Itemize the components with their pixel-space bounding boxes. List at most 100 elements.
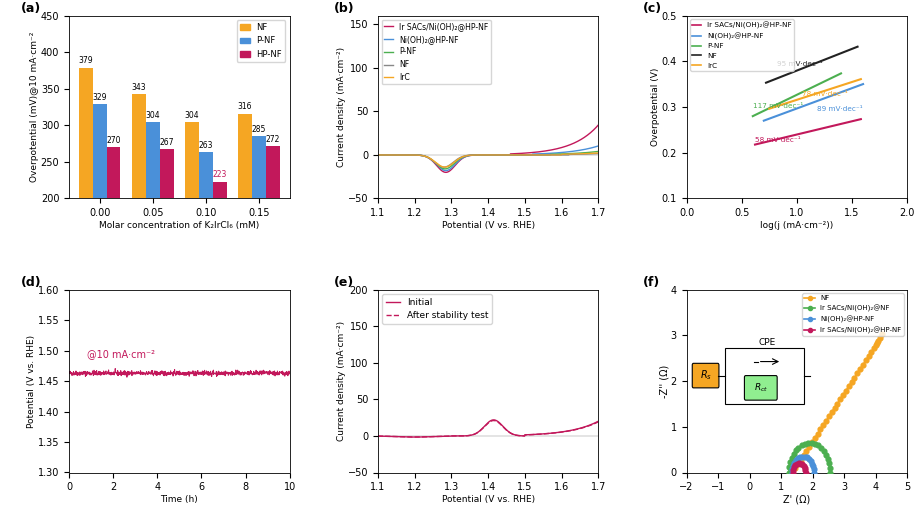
Point	[872, 334, 887, 342]
Text: 117 mV·dec⁻¹: 117 mV·dec⁻¹	[752, 103, 803, 109]
Point	[821, 455, 835, 463]
Point	[785, 454, 799, 462]
Text: 89 mV·dec⁻¹: 89 mV·dec⁻¹	[817, 106, 862, 112]
Initial	[479, 423, 490, 429]
Bar	[132, 94, 146, 344]
Point	[782, 463, 797, 471]
Point	[797, 461, 811, 470]
Point	[830, 400, 845, 408]
X-axis label: Time (h): Time (h)	[160, 495, 198, 504]
Text: (c): (c)	[643, 2, 661, 15]
Point	[803, 456, 818, 465]
Initial	[477, 425, 488, 431]
Text: 343: 343	[132, 83, 146, 92]
Text: 316: 316	[238, 102, 252, 111]
X-axis label: log(j (mA·cm⁻²)): log(j (mA·cm⁻²))	[760, 221, 834, 230]
Point	[798, 464, 812, 472]
Point	[793, 459, 808, 468]
Point	[791, 444, 806, 452]
Bar	[239, 114, 252, 344]
X-axis label: Molar concentration of K₂IrCl₆ (mM): Molar concentration of K₂IrCl₆ (mM)	[99, 221, 260, 230]
Point	[796, 451, 810, 459]
Bar	[146, 122, 159, 344]
Y-axis label: Current density (mA·cm⁻²): Current density (mA·cm⁻²)	[337, 321, 346, 441]
Point	[833, 395, 847, 403]
Point	[816, 421, 831, 429]
Text: @10 mA·cm⁻²: @10 mA·cm⁻²	[87, 349, 155, 359]
Point	[795, 460, 810, 468]
X-axis label: Potential (V vs. RHE): Potential (V vs. RHE)	[441, 495, 535, 504]
Text: (b): (b)	[333, 2, 355, 15]
Text: 267: 267	[159, 138, 174, 148]
Point	[856, 361, 870, 369]
Bar	[93, 104, 107, 344]
Point	[795, 440, 810, 449]
Point	[822, 459, 836, 467]
Point	[869, 341, 883, 350]
Point	[793, 455, 808, 464]
Point	[819, 450, 834, 459]
Point	[802, 443, 817, 451]
Point	[793, 453, 808, 461]
Point	[805, 459, 820, 468]
Point	[817, 447, 832, 456]
Point	[786, 468, 800, 477]
Point	[807, 468, 822, 477]
Point	[783, 458, 798, 466]
Point	[819, 417, 834, 425]
Point	[795, 453, 810, 461]
Bar	[199, 152, 213, 344]
Bar	[252, 136, 266, 344]
Point	[807, 465, 822, 474]
Point	[801, 439, 816, 447]
Text: 78 mV·dec⁻¹: 78 mV·dec⁻¹	[802, 91, 848, 97]
Y-axis label: Potential (V vs. RHE): Potential (V vs. RHE)	[28, 334, 36, 428]
Point	[845, 378, 859, 386]
Point	[808, 439, 822, 448]
Point	[791, 459, 806, 468]
Point	[847, 373, 862, 382]
Point	[788, 461, 803, 470]
Point	[839, 386, 854, 395]
Point	[814, 444, 829, 453]
X-axis label: Potential (V vs. RHE): Potential (V vs. RHE)	[441, 221, 535, 230]
Initial	[505, 429, 516, 436]
Point	[804, 439, 819, 447]
Point	[787, 463, 801, 471]
Point	[875, 330, 890, 339]
Point	[788, 446, 803, 455]
Point	[789, 460, 804, 468]
Point	[799, 468, 813, 477]
Legend: Initial, After stability test: Initial, After stability test	[382, 295, 492, 324]
Point	[822, 464, 837, 472]
Text: (f): (f)	[643, 276, 659, 289]
After stability test	[505, 429, 516, 436]
Point	[787, 450, 801, 458]
Point	[864, 348, 879, 356]
Point	[842, 382, 857, 391]
Bar	[266, 146, 280, 344]
After stability test	[409, 434, 420, 440]
Initial	[593, 418, 604, 424]
Point	[799, 453, 814, 461]
X-axis label: Z' (Ω): Z' (Ω)	[783, 495, 810, 505]
Bar	[213, 182, 227, 344]
Line: After stability test: After stability test	[378, 421, 599, 437]
After stability test	[479, 424, 490, 430]
Text: 304: 304	[146, 111, 160, 120]
Point	[785, 468, 799, 477]
Text: 263: 263	[199, 141, 213, 150]
Bar	[107, 148, 121, 344]
Bar	[79, 68, 93, 344]
Point	[790, 454, 805, 463]
Text: (d): (d)	[20, 276, 41, 289]
Point	[850, 369, 865, 377]
Point	[798, 439, 812, 448]
Bar	[185, 122, 199, 344]
Point	[869, 339, 884, 347]
After stability test	[372, 433, 383, 439]
Legend: NF, P-NF, HP-NF: NF, P-NF, HP-NF	[237, 20, 286, 62]
Point	[786, 461, 800, 470]
Point	[785, 465, 799, 473]
Point	[853, 365, 868, 373]
